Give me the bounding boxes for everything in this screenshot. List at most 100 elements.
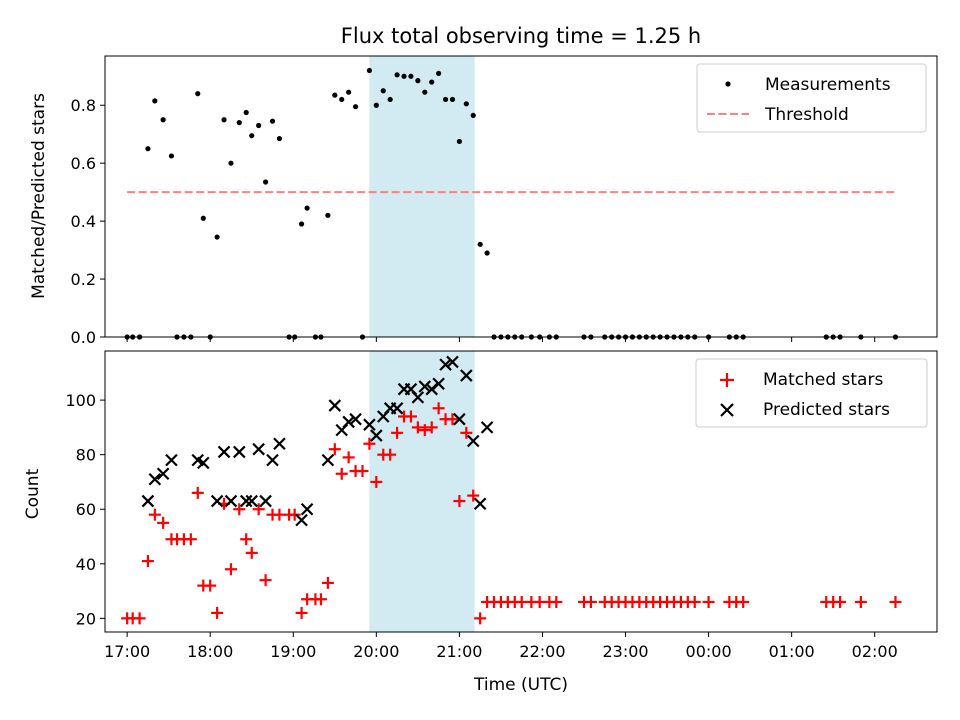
- bottom-legend: Matched stars Predicted stars: [695, 358, 928, 428]
- matched-star-point: [737, 595, 750, 608]
- matched-star-point: [148, 508, 161, 521]
- predicted-star-point: [141, 494, 155, 508]
- bottom-y-axis-label: Count: [23, 468, 43, 519]
- measurement-point: [269, 118, 276, 124]
- predicted-star-point: [217, 445, 231, 459]
- measurement-point: [352, 104, 359, 110]
- measurement-point: [436, 70, 442, 76]
- measurement-point: [380, 88, 386, 94]
- measurement-point: [243, 109, 249, 116]
- predicted-star-point: [418, 380, 432, 393]
- measurement-point: [298, 221, 305, 227]
- matched-star-point: [356, 465, 369, 478]
- predicted-star-point: [300, 502, 314, 516]
- predicted-star-point: [245, 494, 259, 508]
- matched-star-point: [328, 443, 341, 456]
- legend-marker-matched-stars: [720, 373, 734, 387]
- matched-star-point: [391, 426, 404, 439]
- measurement-point: [456, 138, 462, 145]
- measurement-point: [200, 215, 206, 221]
- predicted-star-point: [460, 369, 473, 382]
- matched-star-point: [418, 424, 431, 437]
- legend-marker-measurements: [725, 81, 731, 87]
- matched-star-point: [252, 503, 265, 516]
- predicted-star-point: [446, 355, 459, 369]
- top-shaded-interval: [369, 56, 475, 337]
- predicted-star-point: [266, 453, 279, 467]
- chart-title: Flux total observing time = 1.25 h: [341, 24, 701, 48]
- top-y-axis: 0.0 0.2 0.4 0.6 0.8: [71, 96, 105, 347]
- predicted-star-point: [466, 434, 480, 448]
- x-tick-label: 02:00: [852, 642, 898, 661]
- matched-star-point: [211, 606, 224, 619]
- matched-star-point: [854, 595, 867, 608]
- matched-star-point: [889, 595, 902, 608]
- bottom-shaded-interval: [369, 351, 475, 632]
- predicted-star-point: [148, 472, 162, 486]
- measurement-point: [145, 146, 151, 152]
- x-tick-label: 17:00: [104, 642, 150, 661]
- predicted-star-point: [197, 456, 210, 470]
- measurement-point: [168, 153, 175, 159]
- measurement-point: [262, 179, 269, 185]
- matched-star-point: [259, 574, 272, 587]
- measurement-point: [195, 91, 201, 97]
- predicted-star-point: [473, 497, 487, 511]
- matched-star-point: [467, 489, 480, 502]
- matched-star-point: [425, 421, 438, 434]
- matched-star-point: [288, 508, 301, 521]
- measurement-point: [332, 92, 338, 98]
- matched-star-point: [370, 475, 383, 488]
- matched-star-point: [834, 595, 847, 608]
- matched-star-point: [446, 413, 459, 426]
- legend-label-matched-stars: Matched stars: [763, 370, 883, 390]
- top-y-tick-label: 0.6: [71, 154, 96, 173]
- matched-star-point: [141, 555, 154, 568]
- predicted-star-point: [259, 494, 272, 508]
- top-panel: 0.00.20.40.60.8 Matched/Predicted stars …: [29, 55, 938, 347]
- matched-star-point: [453, 495, 466, 508]
- matched-star-point: [295, 606, 308, 619]
- matched-star-point: [240, 533, 253, 546]
- measurement-point: [236, 120, 242, 126]
- predicted-star-point: [439, 358, 452, 371]
- measurement-point: [249, 133, 255, 139]
- predicted-star-point: [295, 513, 308, 527]
- bottom-y-tick-label: 60: [76, 500, 96, 519]
- top-legend-box: [696, 63, 927, 133]
- matched-star-point: [474, 612, 487, 625]
- matched-star-point: [432, 402, 445, 415]
- matched-star-point: [335, 467, 348, 480]
- matched-star-point: [384, 448, 397, 461]
- bottom-series-group: [121, 355, 902, 625]
- top-series-group: [124, 67, 899, 340]
- predicted-star-point: [273, 437, 286, 451]
- predicted-star-point: [342, 415, 355, 429]
- measurement-point: [387, 96, 393, 103]
- x-tick-label: 00:00: [686, 642, 732, 661]
- matched-star-point: [224, 563, 237, 576]
- predicted-star-point: [165, 453, 178, 467]
- matched-star-point: [411, 421, 424, 434]
- matched-star-point: [688, 595, 701, 608]
- top-legend: Measurements Threshold: [696, 63, 927, 133]
- measurement-point: [228, 160, 234, 166]
- bottom-y-axis: 20 40 60 80 100: [65, 391, 105, 628]
- measurement-point: [484, 250, 490, 256]
- measurement-point: [221, 117, 227, 123]
- matched-star-point: [404, 410, 417, 423]
- matched-star-point: [245, 546, 258, 559]
- measurement-point: [160, 117, 166, 123]
- predicted-star-point: [370, 429, 383, 442]
- measurement-point: [366, 67, 373, 74]
- x-axis-label: Time (UTC): [473, 675, 568, 695]
- matched-star-point: [321, 576, 334, 589]
- legend-label-predicted-stars: Predicted stars: [763, 400, 890, 420]
- measurement-point: [442, 96, 449, 103]
- predicted-star-point: [156, 467, 170, 481]
- top-y-tick-label: 0.4: [71, 212, 96, 231]
- predicted-star-point: [432, 377, 445, 391]
- measurement-point: [304, 205, 310, 211]
- predicted-star-point: [321, 453, 335, 467]
